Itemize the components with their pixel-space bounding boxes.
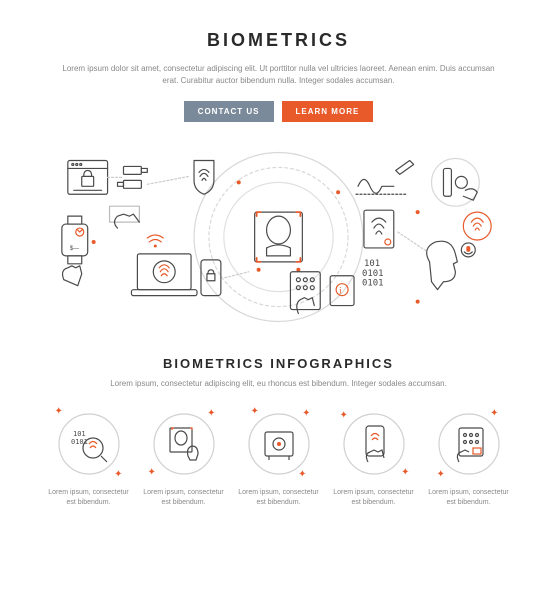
svg-text:$—: $— [70, 246, 79, 252]
svg-text:0101: 0101 [362, 269, 384, 279]
section2-subtitle: Lorem ipsum, consectetur adipiscing elit… [40, 379, 517, 388]
face-scan-thumb-icon: ✦ ✦ [148, 408, 220, 480]
svg-text:101: 101 [73, 430, 86, 438]
icon-caption: Lorem ipsum, consectetur est bibendum. [139, 488, 228, 508]
keypad-access-hand-icon: ✦ ✦ [433, 408, 505, 480]
icon-caption: Lorem ipsum, consectetur est bibendum. [329, 488, 418, 508]
icon-col-0: 101 0101 ✦ ✦ Lorem ipsum, consectetur es… [44, 408, 133, 508]
icon-caption: Lorem ipsum, consectetur est bibendum. [234, 488, 323, 508]
svg-text:0101: 0101 [362, 279, 384, 289]
learn-more-button[interactable]: LEARN MORE [282, 101, 374, 122]
button-row: CONTACT US LEARN MORE [40, 101, 517, 122]
svg-text:i: i [339, 286, 342, 296]
contact-button[interactable]: CONTACT US [184, 101, 274, 122]
icon-caption: Lorem ipsum, consectetur est bibendum. [44, 488, 133, 508]
icon-col-4: ✦ ✦ Lorem ipsum, consectetur est bibendu… [424, 408, 513, 508]
page: BIOMETRICS Lorem ipsum dolor sit amet, c… [0, 0, 557, 538]
hero-illustration: $— [40, 142, 517, 332]
safe-lock-icon: ✦ ✦ ✦ [243, 408, 315, 480]
icon-col-2: ✦ ✦ ✦ Lorem ipsum, consectetur est biben… [234, 408, 323, 508]
icon-col-3: ✦ ✦ Lorem ipsum, consectetur est bibendu… [329, 408, 418, 508]
icon-col-1: ✦ ✦ Lorem ipsum, consectetur est bibendu… [139, 408, 228, 508]
svg-text:101: 101 [364, 259, 380, 269]
page-title: BIOMETRICS [40, 30, 517, 51]
section2-title: BIOMETRICS INFOGRAPHICS [40, 356, 517, 371]
binary-fingerprint-magnify-icon: 101 0101 ✦ ✦ [53, 408, 125, 480]
icon-caption: Lorem ipsum, consectetur est bibendum. [424, 488, 513, 508]
icon-row: 101 0101 ✦ ✦ Lorem ipsum, consectetur es… [40, 408, 517, 508]
page-subtitle: Lorem ipsum dolor sit amet, consectetur … [59, 63, 499, 87]
phone-fingerprint-hand-icon: ✦ ✦ [338, 408, 410, 480]
